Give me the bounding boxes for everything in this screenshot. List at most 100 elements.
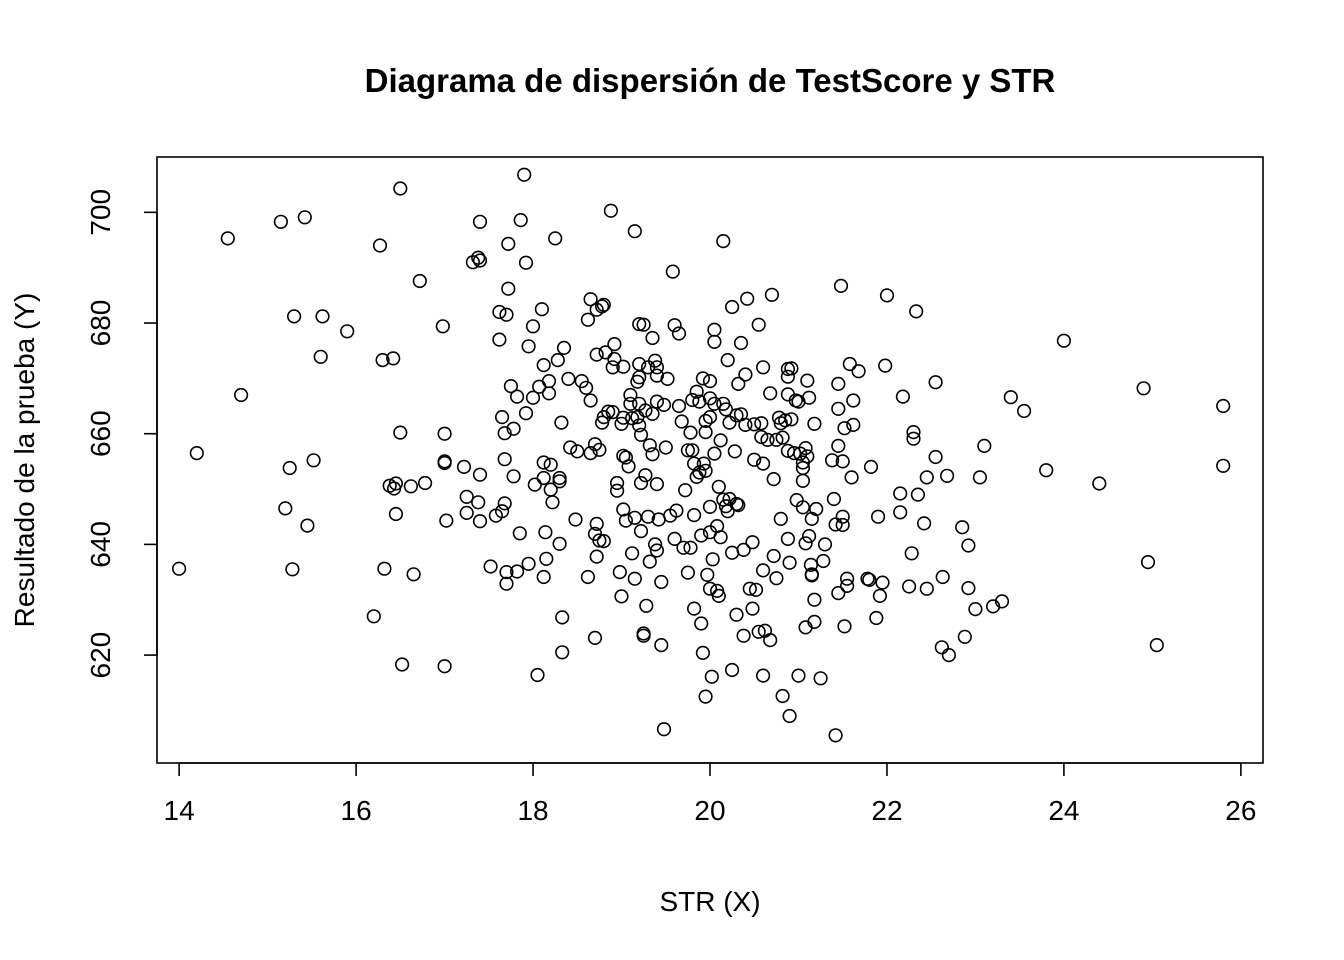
data-point	[497, 496, 512, 511]
data-point	[740, 291, 755, 306]
data-point	[711, 479, 726, 494]
data-point	[512, 526, 527, 541]
data-point	[702, 581, 718, 596]
data-point	[594, 415, 610, 430]
data-point	[685, 443, 700, 458]
data-point	[769, 432, 784, 447]
data-point	[632, 317, 647, 332]
data-point	[786, 446, 802, 461]
data-point	[711, 588, 726, 604]
y-tick-label: 700	[85, 189, 116, 236]
x-tick-label: 14	[164, 795, 195, 826]
plot-frame	[156, 156, 1264, 764]
data-point	[592, 533, 607, 548]
data-point	[607, 337, 622, 352]
data-point	[640, 509, 656, 524]
data-point	[649, 394, 665, 409]
data-point	[552, 474, 567, 489]
data-point	[518, 406, 534, 421]
data-point	[543, 457, 558, 472]
data-point	[698, 463, 713, 478]
x-axis-label: STR (X)	[659, 886, 760, 917]
data-point	[658, 440, 673, 455]
data-point	[775, 688, 790, 704]
data-point	[745, 601, 760, 616]
x-tick-label: 16	[341, 795, 372, 826]
data-point	[831, 438, 846, 454]
data-point	[862, 572, 877, 587]
data-point	[763, 632, 778, 648]
data-point	[459, 505, 474, 521]
data-point	[835, 454, 850, 469]
data-point	[471, 495, 486, 510]
data-point	[733, 335, 749, 351]
data-point	[285, 562, 300, 577]
data-point	[671, 398, 687, 414]
data-point	[536, 569, 551, 585]
data-point	[623, 396, 638, 411]
data-point	[536, 358, 551, 373]
data-point	[801, 528, 817, 544]
data-point	[654, 574, 669, 590]
data-point	[747, 417, 762, 432]
data-point	[713, 530, 728, 545]
data-point	[297, 210, 312, 225]
data-point	[910, 487, 926, 502]
data-point	[705, 552, 720, 567]
data-point	[388, 506, 404, 522]
data-point	[769, 571, 784, 586]
data-point	[541, 374, 557, 389]
data-point	[647, 353, 663, 368]
data-point	[869, 610, 884, 626]
data-point	[916, 516, 932, 531]
data-point	[616, 502, 631, 517]
data-point	[961, 580, 976, 596]
data-point	[603, 203, 619, 218]
data-point	[745, 535, 760, 550]
data-point	[692, 465, 707, 480]
data-point	[760, 432, 775, 447]
data-point	[624, 546, 640, 561]
data-point	[736, 542, 751, 558]
data-point	[678, 483, 693, 498]
data-point	[766, 548, 781, 564]
data-point	[782, 708, 797, 724]
data-point	[698, 413, 713, 429]
data-point	[612, 564, 627, 580]
data-point	[704, 669, 719, 684]
data-point	[702, 499, 718, 514]
data-point	[755, 360, 771, 375]
data-point	[846, 417, 861, 433]
y-tick-label: 660	[85, 410, 116, 457]
data-point	[583, 292, 598, 307]
data-point	[607, 351, 622, 367]
data-point	[501, 281, 516, 296]
data-point	[754, 416, 769, 431]
data-point	[509, 389, 525, 404]
data-point	[722, 415, 737, 430]
data-point	[784, 361, 799, 376]
data-point	[791, 668, 806, 683]
data-point	[828, 728, 843, 743]
data-point	[388, 476, 404, 491]
data-point	[680, 443, 696, 458]
data-point	[287, 309, 302, 324]
data-point	[492, 332, 507, 347]
data-point	[525, 319, 541, 334]
data-point	[633, 427, 649, 442]
data-point	[878, 358, 893, 373]
data-point	[313, 349, 328, 364]
data-point	[539, 551, 554, 566]
data-point	[751, 624, 766, 639]
data-point	[614, 589, 629, 604]
data-point	[521, 556, 536, 571]
data-point	[645, 447, 660, 462]
data-point	[1149, 637, 1164, 653]
data-point	[596, 533, 611, 549]
data-point	[633, 523, 649, 539]
data-point	[795, 473, 811, 488]
data-point	[839, 571, 855, 586]
data-point	[403, 479, 419, 494]
data-point	[583, 446, 598, 461]
